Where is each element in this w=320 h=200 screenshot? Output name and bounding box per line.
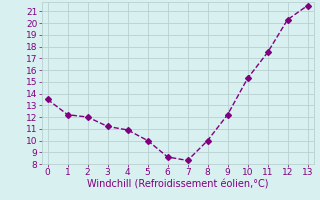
X-axis label: Windchill (Refroidissement éolien,°C): Windchill (Refroidissement éolien,°C) bbox=[87, 180, 268, 190]
